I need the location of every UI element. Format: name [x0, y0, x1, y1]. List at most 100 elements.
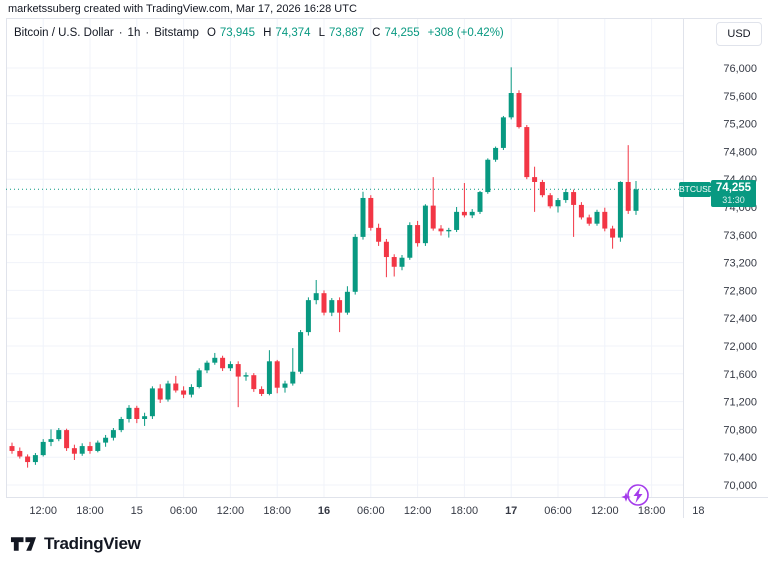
candle-body	[9, 446, 15, 451]
candle-body	[227, 364, 233, 369]
lightning-icon	[633, 487, 643, 503]
time-tick-label[interactable]: 06:00	[544, 505, 572, 517]
badge-countdown: 31:30	[722, 195, 745, 206]
legend-exchange: Bitstamp	[154, 27, 199, 39]
candle-body	[212, 357, 218, 363]
chart-legend[interactable]: Bitcoin / U.S. Dollar · 1h · Bitstamp O …	[14, 27, 504, 39]
candle-body	[95, 442, 101, 451]
price-tick-label[interactable]: 71,200	[723, 397, 757, 409]
price-tick-label[interactable]: 70,400	[723, 452, 757, 464]
candle-body	[391, 257, 397, 267]
ohlc-open-label: O	[206, 27, 216, 39]
candle-body	[430, 205, 436, 229]
candle-body	[103, 437, 109, 443]
candle-body	[321, 293, 327, 313]
watermark-text: marketssuberg created with TradingView.c…	[8, 3, 357, 15]
time-tick-label[interactable]: 18:00	[76, 505, 104, 517]
time-tick-label[interactable]: 06:00	[357, 505, 385, 517]
candle-body	[383, 241, 389, 258]
candle-body	[220, 357, 226, 369]
price-tick-label[interactable]: 72,800	[723, 285, 757, 297]
time-tick-label[interactable]: 12:00	[591, 505, 619, 517]
symbol-price-badge-tag[interactable]: BTCUSD	[679, 181, 714, 197]
time-tick-label[interactable]: 15	[131, 505, 143, 517]
candle-body	[524, 127, 530, 178]
candle-body	[87, 446, 93, 451]
price-tick-label[interactable]: 73,600	[723, 230, 757, 242]
time-tick-label[interactable]: 12:00	[29, 505, 57, 517]
price-tick-label[interactable]: 70,000	[723, 480, 757, 492]
candle-body	[352, 236, 358, 292]
candle-body	[500, 117, 506, 148]
time-tick-label[interactable]: 17	[505, 505, 517, 517]
candle-body	[243, 375, 249, 377]
legend-separator: ·	[118, 27, 123, 39]
ohlc-low-value: 73,887	[328, 27, 365, 39]
legend-symbol-title[interactable]: Bitcoin / U.S. Dollar	[14, 27, 114, 39]
time-tick-label[interactable]: 18:00	[451, 505, 479, 517]
price-tick-label[interactable]: 72,000	[723, 341, 757, 353]
candle-body	[25, 456, 31, 463]
time-tick-label[interactable]: 18:00	[638, 505, 666, 517]
candle-body	[415, 225, 421, 244]
candle-body	[344, 291, 350, 313]
last-price-badge[interactable]: 74,255 31:30	[711, 180, 756, 208]
ohlc-low-label: L	[318, 27, 325, 39]
candle-body	[438, 228, 444, 232]
legend-interval[interactable]: 1h	[127, 27, 141, 39]
candle-body	[493, 147, 499, 160]
price-tick-label[interactable]: 73,200	[723, 258, 757, 270]
candle-body	[274, 361, 280, 388]
candle-body	[188, 387, 194, 395]
tradingview-logo[interactable]: TradingView	[10, 534, 141, 554]
candle-body	[40, 441, 46, 456]
candle-body	[633, 189, 639, 211]
candle-body	[251, 375, 257, 390]
candle-body	[149, 388, 155, 417]
candle-body	[142, 416, 148, 419]
candle-body	[79, 446, 85, 454]
candle-body	[454, 211, 460, 230]
candle-body	[399, 257, 405, 267]
candle-body	[469, 211, 475, 216]
price-tick-label[interactable]: 75,600	[723, 91, 757, 103]
time-tick-label[interactable]: 16	[318, 505, 330, 517]
badge-price: 74,255	[715, 182, 752, 195]
ohlc-close-label: C	[372, 27, 381, 39]
candle-body	[282, 383, 288, 388]
candle-body	[118, 418, 124, 431]
candle-body	[376, 227, 382, 242]
candle-body	[181, 390, 187, 395]
ohlc-open-value: 73,945	[219, 27, 256, 39]
candle-body	[539, 181, 545, 196]
price-tick-label[interactable]: 70,800	[723, 424, 757, 436]
candle-body	[547, 195, 553, 207]
time-tick-label[interactable]: 06:00	[170, 505, 198, 517]
candle-body	[571, 192, 577, 205]
price-tick-label[interactable]: 76,000	[723, 63, 757, 75]
currency-button[interactable]: USD	[716, 22, 762, 46]
price-tick-label[interactable]: 74,800	[723, 146, 757, 158]
candle-body	[329, 300, 335, 313]
candle-body	[461, 211, 467, 216]
candle-body	[32, 455, 38, 463]
time-tick-label[interactable]: 12:00	[404, 505, 432, 517]
candle-body	[173, 383, 179, 391]
price-tick-label[interactable]: 72,400	[723, 313, 757, 325]
candle-body	[617, 181, 623, 238]
time-tick-label[interactable]: 18	[692, 505, 704, 517]
candle-body	[407, 225, 413, 258]
candle-body	[48, 439, 54, 442]
legend-change: +308 (+0.42%)	[427, 27, 504, 39]
price-tick-label[interactable]: 75,200	[723, 119, 757, 131]
candle-body	[290, 371, 296, 384]
candle-body	[266, 361, 272, 394]
candle-body	[196, 370, 202, 388]
candle-body	[165, 383, 171, 400]
candle-body	[368, 197, 374, 228]
price-tick-label[interactable]: 71,600	[723, 369, 757, 381]
time-tick-label[interactable]: 18:00	[263, 505, 291, 517]
time-tick-label[interactable]: 12:00	[217, 505, 245, 517]
